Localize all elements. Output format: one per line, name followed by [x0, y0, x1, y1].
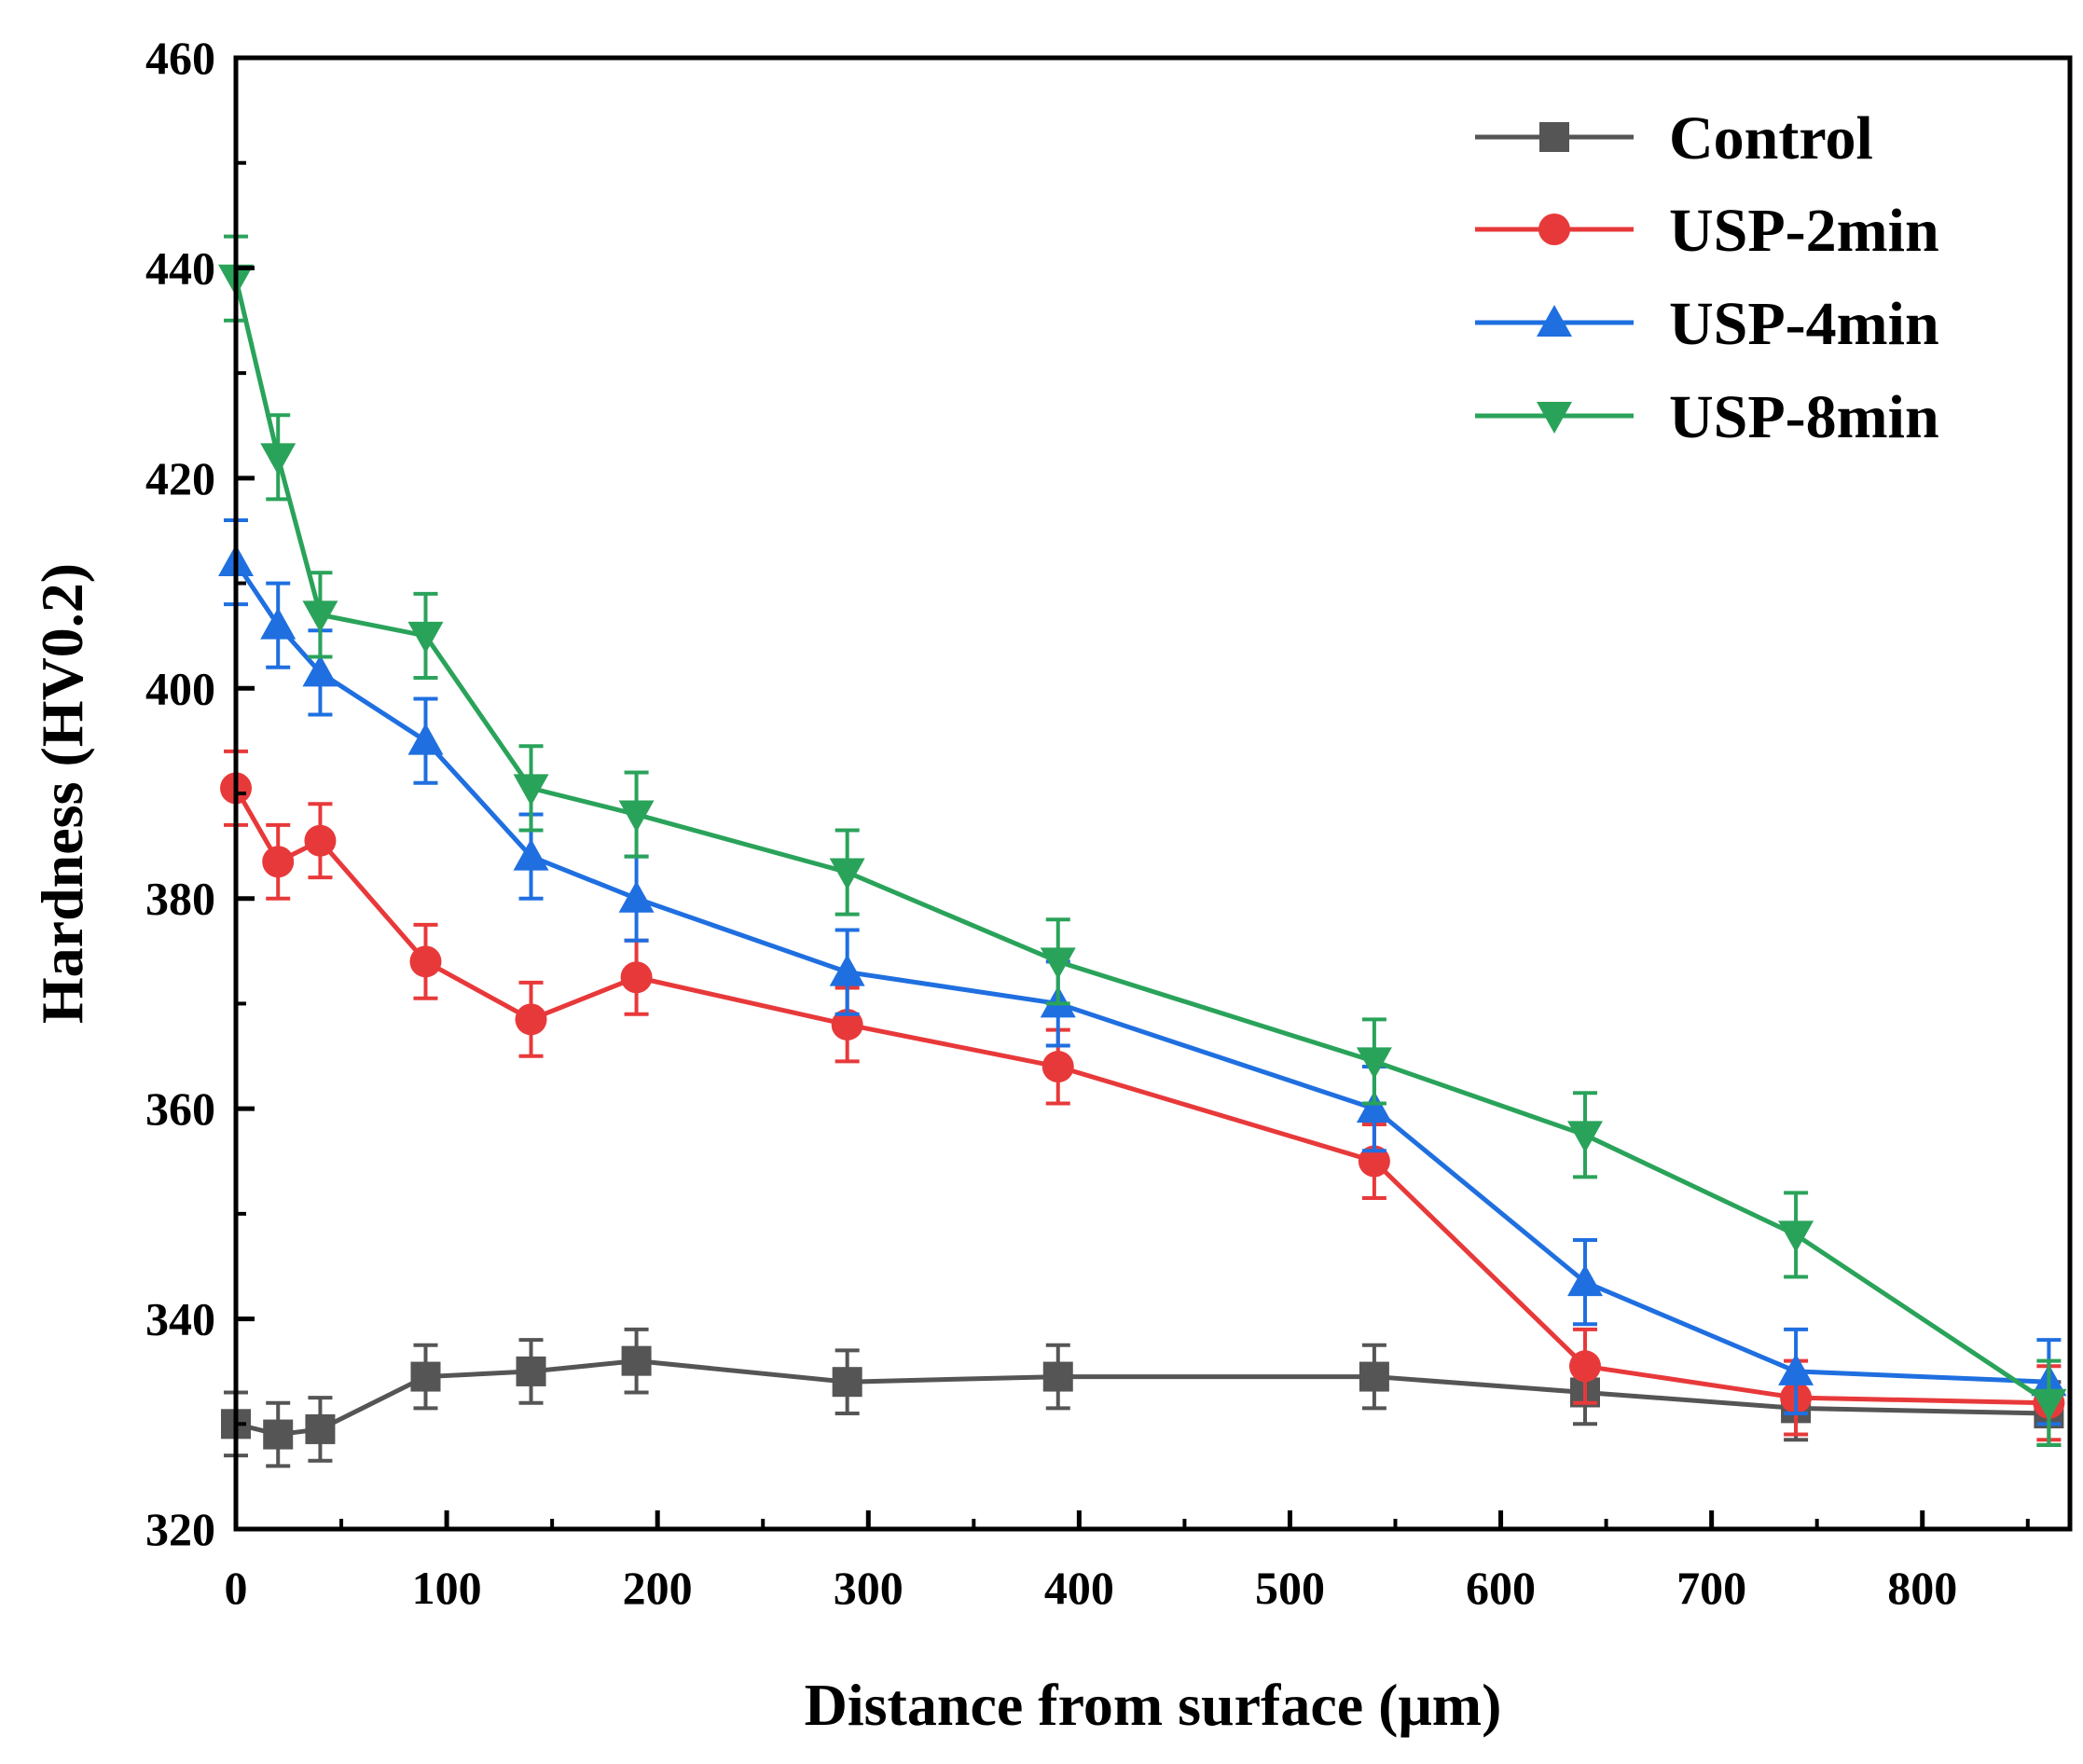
ticks: 0 100 200 300 400 500 600 700 800 320 340 360 380 400… — [145, 32, 2030, 1614]
x-tick-label: 600 — [1466, 1562, 1536, 1614]
series-line — [233, 560, 2049, 1385]
series-line — [233, 278, 2050, 1405]
data-point — [1778, 1220, 1814, 1253]
legend-item-control: Control — [1475, 104, 1873, 172]
y-tick-label: 340 — [145, 1293, 215, 1345]
data-point — [1042, 1361, 1073, 1392]
x-tick-label: 400 — [1044, 1562, 1114, 1614]
y-tick-label: 380 — [145, 873, 215, 925]
data-point — [516, 1356, 546, 1386]
data-point — [305, 1413, 336, 1444]
x-tick-label: 300 — [834, 1562, 904, 1614]
y-tick-label: 460 — [145, 32, 215, 84]
x-tick-label: 200 — [623, 1562, 693, 1614]
legend-item-usp-4min: USP-4min — [1475, 290, 1939, 358]
data-point — [513, 838, 549, 871]
x-tick-label: 0 — [225, 1562, 248, 1614]
legend-label: Control — [1669, 104, 1873, 172]
data-point — [1359, 1361, 1389, 1392]
data-point — [513, 774, 549, 806]
data-point — [1356, 1091, 1392, 1123]
legend-marker — [1537, 305, 1572, 337]
data-point — [1356, 1047, 1392, 1080]
data-point — [515, 1003, 547, 1036]
data-point — [620, 961, 653, 994]
x-tick-label: 800 — [1887, 1562, 1957, 1614]
data-point — [1042, 1051, 1074, 1083]
legend-item-usp-2min: USP-2min — [1475, 197, 1939, 265]
legend-label: USP-2min — [1669, 197, 1939, 265]
legend-marker — [1539, 122, 1569, 152]
x-tick-label: 500 — [1255, 1562, 1325, 1614]
data-point — [2031, 1388, 2067, 1421]
y-tick-label: 320 — [145, 1503, 215, 1555]
legend-marker — [1538, 214, 1570, 245]
data-point — [407, 723, 444, 755]
data-point — [263, 1419, 294, 1450]
data-point — [410, 1361, 441, 1392]
data-point — [304, 824, 337, 857]
y-tick-label: 360 — [145, 1082, 215, 1135]
y-axis-title: Hardness (HV0.2) — [29, 563, 95, 1024]
data-point — [621, 1345, 652, 1376]
data-point — [1568, 1350, 1601, 1383]
data-point — [1778, 1353, 1814, 1385]
y-tick-label: 420 — [145, 452, 215, 504]
data-point — [260, 607, 297, 640]
data-point — [618, 800, 655, 833]
data-point — [407, 621, 444, 654]
legend-marker — [1537, 402, 1572, 434]
plot-area — [218, 234, 2067, 1468]
data-point — [1566, 1121, 1603, 1153]
data-point — [829, 858, 865, 890]
x-tick-label: 700 — [1676, 1562, 1746, 1614]
data-point — [1040, 947, 1076, 980]
data-point — [302, 655, 338, 687]
data-point — [831, 1008, 863, 1040]
series-usp-8min — [218, 234, 2067, 1447]
data-point — [618, 880, 655, 913]
y-tick-label: 400 — [145, 662, 215, 714]
x-tick-label: 100 — [412, 1562, 482, 1614]
legend-item-usp-8min: USP-8min — [1475, 383, 1939, 451]
x-axis-title: Distance from surface (μm) — [805, 1672, 1502, 1738]
legend: Control USP-2min USP-4min USP-8min — [1475, 104, 1939, 451]
data-point — [1358, 1145, 1390, 1178]
data-point — [262, 846, 295, 878]
data-point — [829, 954, 865, 986]
legend-label: USP-8min — [1669, 383, 1939, 451]
data-point — [1566, 1264, 1603, 1297]
y-tick-label: 440 — [145, 241, 215, 294]
data-point — [302, 600, 338, 633]
legend-label: USP-4min — [1669, 290, 1939, 358]
data-point — [260, 443, 297, 475]
data-point — [832, 1367, 862, 1398]
data-point — [409, 945, 442, 978]
